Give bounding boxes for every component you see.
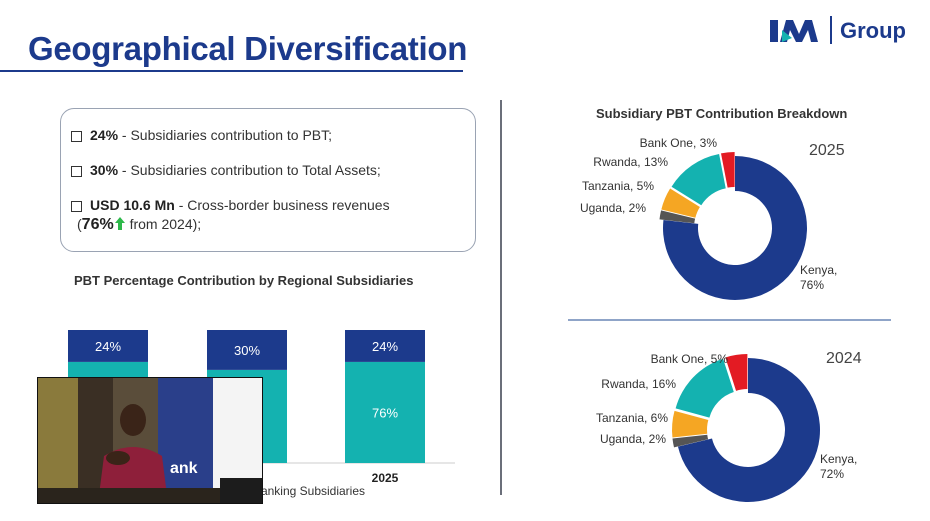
donut-slice	[659, 210, 696, 224]
vertical-divider	[500, 100, 502, 495]
im-logo-mark	[770, 20, 818, 42]
donut-slice	[675, 358, 734, 418]
kpi-box: 24% - Subsidiaries contribution to PBT; …	[60, 108, 476, 252]
video-caption-fragment: ank	[170, 460, 198, 477]
donut-slice	[725, 354, 748, 391]
donut-chart-2025: Kenya,76% Uganda, 2% Tanzania, 5% Rwanda, 1…	[580, 136, 837, 300]
bar-segment-subsidiaries	[345, 330, 425, 362]
speaker-video-icon	[38, 378, 262, 503]
donut-year-2024: 2024	[826, 350, 862, 367]
donut-slice-label: Bank One, 5%	[651, 352, 729, 366]
donut-slice-label: Tanzania, 6%	[596, 411, 668, 425]
donut-year-2025: 2025	[809, 142, 845, 159]
donut-slice-label: Kenya,	[800, 263, 837, 277]
donut-slice-label: Kenya,	[820, 452, 857, 466]
bar-data-label: 30%	[234, 343, 260, 358]
bar-chart-title: PBT Percentage Contribution by Regional …	[74, 273, 414, 288]
kpi-item: 30% - Subsidiaries contribution to Total…	[71, 162, 381, 178]
checkbox-bullet-icon	[71, 200, 82, 212]
donut-slice-label: Uganda, 2%	[600, 432, 666, 446]
growth-open-paren: (	[77, 216, 82, 232]
donut-slice	[672, 434, 709, 448]
checkbox-bullet-icon	[71, 165, 82, 177]
logo-text: Group	[840, 18, 906, 43]
donut-slice-label: Tanzania, 5%	[582, 179, 654, 193]
x-axis-title: Banking Subsidiaries	[253, 484, 365, 498]
donut-slice-label: Rwanda, 16%	[601, 377, 676, 391]
donut-slice	[672, 410, 709, 438]
x-tick-label: 2025	[372, 471, 399, 485]
bar-segment-kenya	[345, 361, 425, 463]
kpi-item: 24% - Subsidiaries contribution to PBT;	[71, 127, 332, 143]
title-underline	[0, 70, 463, 72]
bar-data-label: 76%	[372, 405, 398, 420]
donut-slice-label: Bank One, 3%	[640, 136, 718, 150]
checkbox-bullet-icon	[71, 130, 82, 142]
donut-slice	[671, 154, 726, 206]
kpi-growth-line: (76% from 2024);	[77, 216, 201, 234]
bar-segment-subsidiaries	[207, 330, 287, 370]
donut-slice	[661, 188, 700, 218]
up-arrow-icon	[114, 217, 125, 230]
donut-slice-label: 76%	[800, 278, 824, 292]
kpi-text: - Cross-border business revenues	[174, 197, 390, 213]
donut-slice	[720, 152, 735, 188]
kpi-text: - Subsidiaries contribution to Total Ass…	[118, 162, 381, 178]
speaker-video-overlay: ank	[37, 377, 263, 504]
growth-text: from 2024);	[125, 216, 202, 232]
slide-title: Geographical Diversification	[28, 30, 468, 67]
kpi-text: - Subsidiaries contribution to PBT;	[118, 127, 333, 143]
donut-slice	[677, 358, 820, 502]
donut-slice	[663, 156, 807, 300]
donut-slice-label: 72%	[820, 467, 844, 481]
donut-chart-2024: Kenya,72% Uganda, 2% Tanzania, 6% Rwanda, 1…	[596, 352, 857, 502]
kpi-item: USD 10.6 Mn - Cross-border business reve…	[71, 197, 390, 213]
growth-value: 76%	[81, 216, 114, 233]
bar-data-label: 24%	[372, 339, 398, 354]
logo-separator	[830, 16, 832, 44]
bar-segment-subsidiaries	[68, 330, 148, 362]
donut-chart-title: Subsidiary PBT Contribution Breakdown	[596, 106, 848, 121]
donut-slice-label: Rwanda, 13%	[593, 155, 668, 169]
kpi-value: USD 10.6 Mn	[90, 197, 175, 213]
donut-slice-label: Uganda, 2%	[580, 201, 646, 215]
horizontal-divider	[568, 319, 891, 321]
kpi-value: 30%	[90, 162, 119, 178]
bar-data-label: 24%	[95, 339, 121, 354]
kpi-value: 24%	[90, 127, 119, 143]
